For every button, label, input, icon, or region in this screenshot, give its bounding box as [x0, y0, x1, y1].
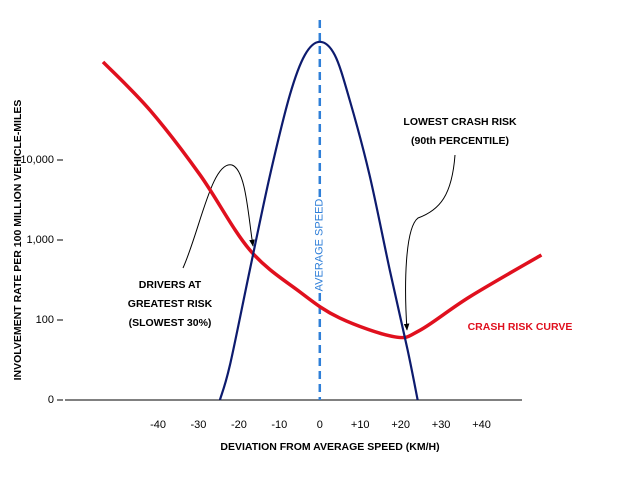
- x-tick-label: -40: [150, 419, 166, 431]
- y-axis-label: INVOLVEMENT RATE PER 100 MILLION VEHICLE…: [12, 100, 24, 381]
- x-axis-label: DEVIATION FROM AVERAGE SPEED (KM/H): [220, 441, 439, 453]
- arrow: [182, 164, 255, 269]
- x-tick-label: -20: [231, 419, 247, 431]
- line: [101, 60, 543, 340]
- y-tick-label: 0: [48, 394, 54, 406]
- annotation: (90th PERCENTILE): [411, 135, 509, 147]
- x-tick-label: +30: [432, 419, 451, 431]
- annotation: LOWEST CRASH RISK: [403, 116, 517, 128]
- label-background: [311, 200, 328, 290]
- line: [218, 40, 419, 401]
- x-tick-label: -30: [191, 419, 207, 431]
- annotation: GREATEST RISK: [128, 298, 213, 310]
- x-tick-label: 0: [317, 419, 323, 431]
- x-tick-label: -10: [271, 419, 287, 431]
- x-tick-label: +40: [472, 419, 491, 431]
- y-tick-label: 1,000: [26, 234, 54, 246]
- annotation: (SLOWEST 30%): [129, 317, 212, 329]
- reference-label: AVERAGE SPEED: [314, 199, 326, 292]
- annotation: DRIVERS AT: [139, 279, 202, 291]
- series-label: CRASH RISK CURVE: [468, 321, 573, 333]
- y-tick-label: 10,000: [20, 154, 54, 166]
- x-tick-label: +10: [351, 419, 370, 431]
- arrow: [403, 154, 456, 331]
- x-tick-label: +20: [391, 419, 410, 431]
- y-tick-label: 100: [36, 314, 54, 326]
